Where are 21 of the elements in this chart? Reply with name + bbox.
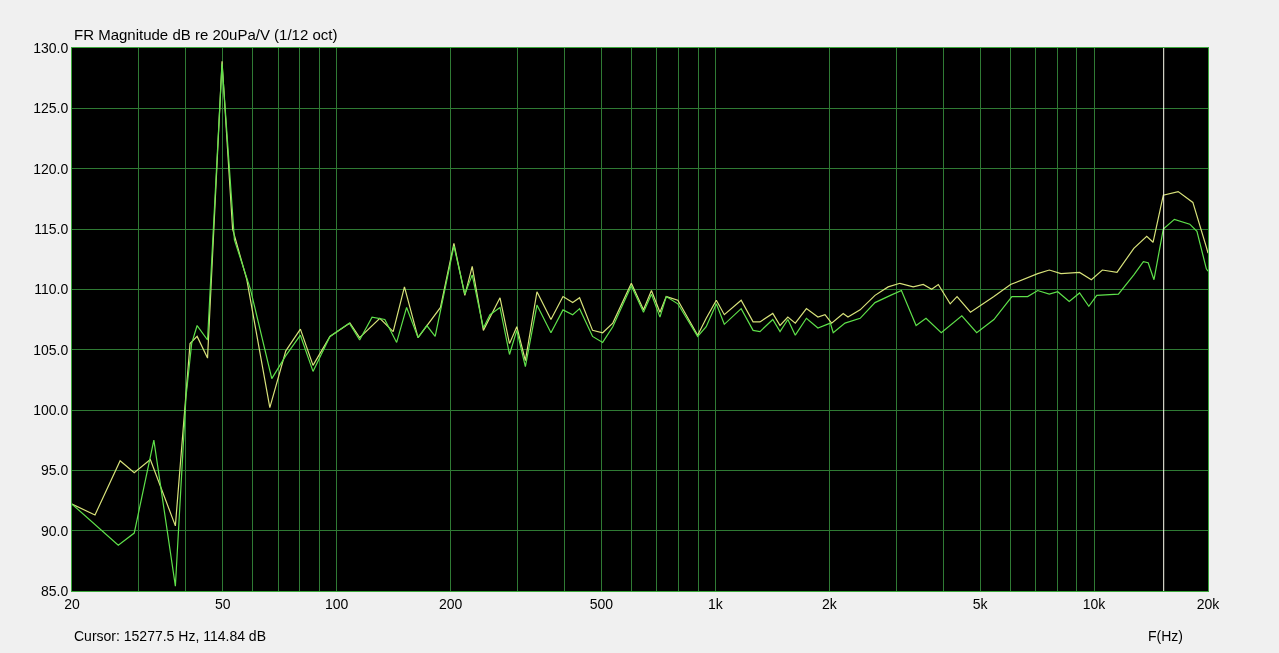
x-tick-label: 500 (589, 595, 614, 612)
y-tick-label: 120.0 (33, 160, 69, 177)
y-tick-label: 100.0 (33, 401, 69, 418)
chart-title: FR Magnitude dB re 20uPa/V (1/12 oct) (74, 26, 338, 43)
x-tick-label: 1k (707, 595, 724, 612)
y-tick-label: 105.0 (33, 341, 69, 358)
x-tick-label: 10k (1082, 595, 1107, 612)
y-tick-label: 90.0 (40, 522, 69, 539)
x-tick-label: 50 (214, 595, 231, 612)
x-tick-label: 5k (972, 595, 989, 612)
y-tick-label: 95.0 (40, 462, 69, 479)
x-axis-title: F(Hz) (1148, 628, 1183, 644)
y-tick-label: 115.0 (34, 220, 69, 237)
x-tick-label: 200 (438, 595, 463, 612)
y-tick-label: 110.0 (34, 281, 69, 298)
text: Cursor: 15277.5 Hz, 114.84 dB (74, 628, 266, 644)
x-tick-label: 20k (1196, 595, 1221, 612)
y-tick-label: 130.0 (33, 39, 69, 56)
y-tick-label: 125.0 (33, 100, 69, 117)
x-tick-label: 2k (821, 595, 838, 612)
x-tick-label: 100 (325, 595, 349, 612)
